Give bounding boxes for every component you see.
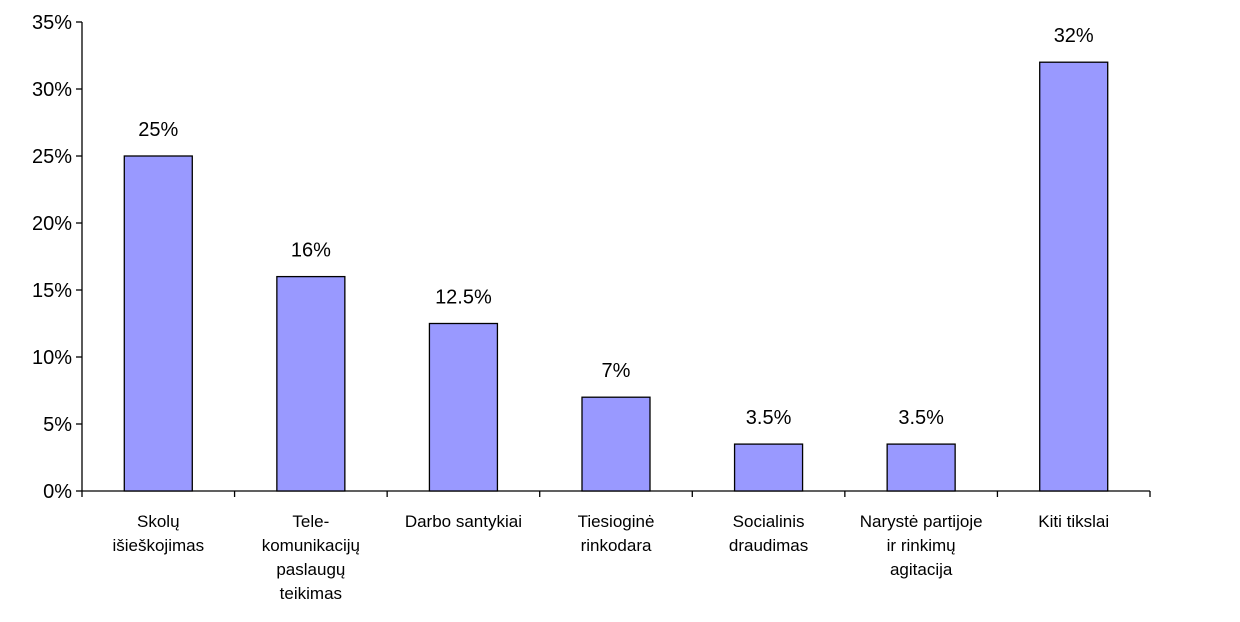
x-category-label: rinkodara <box>581 536 652 555</box>
y-tick-label: 15% <box>32 280 72 302</box>
x-category-label: išieškojimas <box>112 536 204 555</box>
bar <box>428 322 499 492</box>
x-category-label: Skolų <box>137 512 180 531</box>
data-label: 7% <box>602 360 631 382</box>
y-tick-label: 30% <box>32 79 72 101</box>
y-tick-label: 0% <box>43 481 72 503</box>
x-category-label: Darbo santykiai <box>405 512 522 531</box>
bar <box>733 443 804 492</box>
bars <box>123 61 1109 492</box>
category-labels: Skolų išieškojimas Tele-komunikacijų paslau… <box>112 512 1109 603</box>
x-category-label: teikimas <box>280 584 342 603</box>
y-tick-label: 35% <box>32 12 72 34</box>
data-label: 25% <box>138 119 178 141</box>
data-label: 3.5% <box>746 407 792 429</box>
bar <box>581 396 651 492</box>
data-label: 32% <box>1054 25 1094 47</box>
data-label: 12.5% <box>435 287 492 309</box>
x-category-label: Socialinis <box>733 512 805 531</box>
x-category-label: paslaugų <box>276 560 345 579</box>
x-category-label: Narystė partijoje <box>860 512 983 531</box>
x-category-label: draudimas <box>729 536 808 555</box>
x-category-label: Tele- <box>292 512 329 531</box>
y-tick-label: 5% <box>43 414 72 436</box>
y-tick-label: 10% <box>32 347 72 369</box>
y-tick-label: 25% <box>32 146 72 168</box>
data-label: 3.5% <box>898 407 944 429</box>
y-axis: 0% 5% 10% 15% 20% 25% 30% 35% <box>32 12 83 503</box>
x-category-label: komunikacijų <box>262 536 360 555</box>
x-category-label: ir rinkimų <box>887 536 956 555</box>
y-tick-label: 20% <box>32 213 72 235</box>
bar <box>1039 61 1109 492</box>
x-category-label: agitacija <box>890 560 953 579</box>
x-category-label: Tiesioginė <box>578 512 655 531</box>
bar <box>123 155 193 492</box>
x-category-label: Kiti tikslai <box>1038 512 1109 531</box>
x-axis <box>81 490 1151 497</box>
data-label: 16% <box>291 240 331 262</box>
bar <box>886 443 956 492</box>
bar <box>276 275 346 492</box>
data-labels: 25% 16% 12.5% 7% 3.5% 3.5% 32% <box>138 25 1094 429</box>
